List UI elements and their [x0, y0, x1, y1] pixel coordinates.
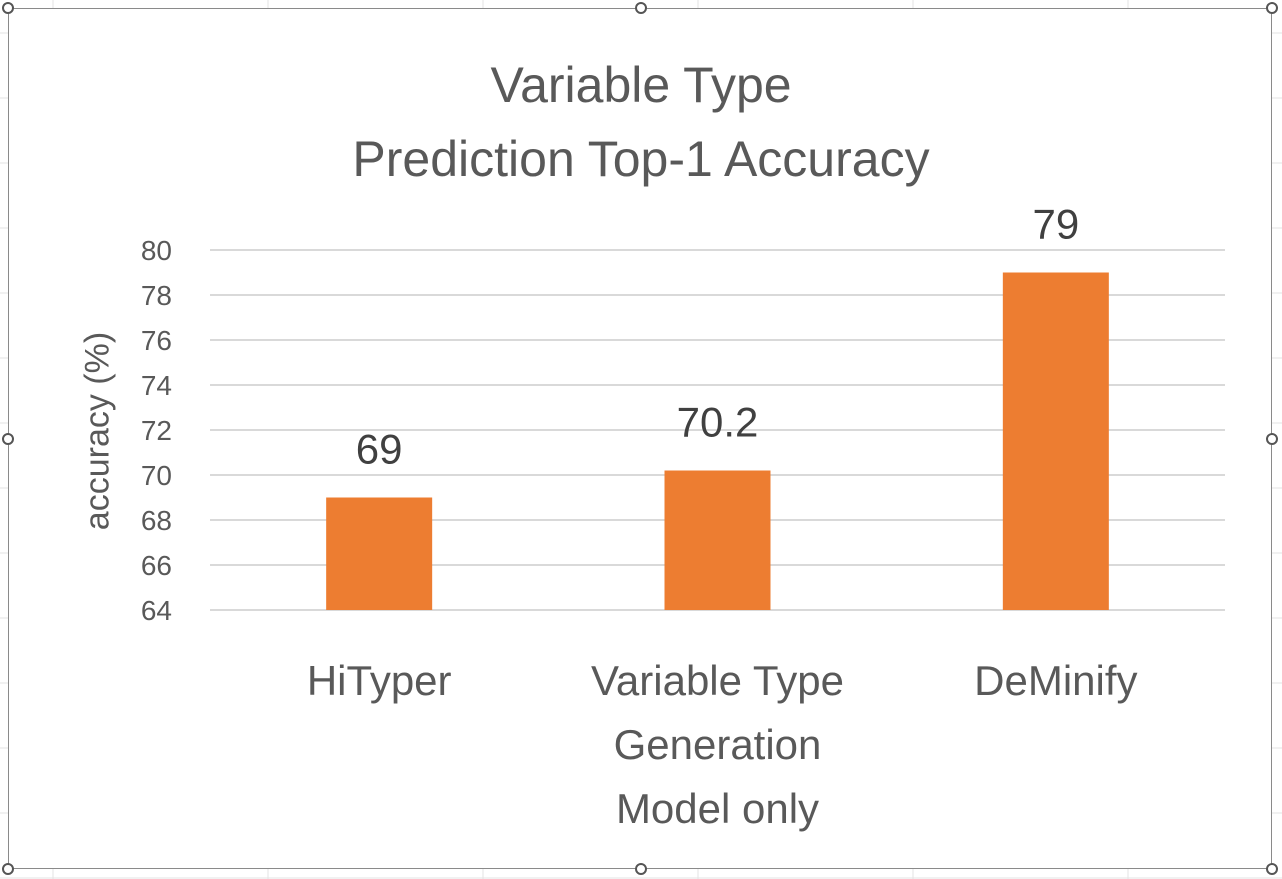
- x-category-label: Model only: [616, 785, 819, 832]
- y-tick-label: 70: [141, 460, 172, 491]
- resize-handle-bottom-left[interactable]: [2, 863, 14, 875]
- y-tick-label: 78: [141, 280, 172, 311]
- resize-handle-middle-left[interactable]: [2, 433, 14, 445]
- chart-title: Variable Type Prediction Top-1 Accuracy: [0, 48, 1282, 196]
- resize-handle-bottom-right[interactable]: [1266, 863, 1278, 875]
- x-category-label: Generation: [614, 721, 822, 768]
- y-tick-label: 68: [141, 505, 172, 536]
- y-tick-label: 74: [141, 370, 172, 401]
- bar[interactable]: [1002, 272, 1109, 611]
- resize-handle-bottom-center[interactable]: [635, 863, 647, 875]
- y-tick-label: 80: [141, 235, 172, 266]
- chart-title-line-2: Prediction Top-1 Accuracy: [352, 131, 930, 187]
- bar[interactable]: [664, 470, 771, 611]
- x-category-label: Variable Type: [591, 657, 844, 704]
- x-category-label: DeMinify: [974, 657, 1137, 704]
- y-tick-label: 76: [141, 325, 172, 356]
- bar[interactable]: [326, 497, 433, 611]
- data-label: 79: [1032, 201, 1079, 248]
- y-tick-label: 72: [141, 415, 172, 446]
- x-category-label: HiTyper: [307, 657, 452, 704]
- data-label: 70.2: [677, 399, 759, 446]
- resize-handle-top-center[interactable]: [635, 2, 647, 14]
- data-label: 69: [356, 426, 403, 473]
- resize-handle-middle-right[interactable]: [1266, 433, 1278, 445]
- chart-title-line-1: Variable Type: [490, 57, 792, 113]
- y-tick-label: 66: [141, 550, 172, 581]
- resize-handle-top-left[interactable]: [2, 2, 14, 14]
- resize-handle-top-right[interactable]: [1266, 2, 1278, 14]
- y-tick-label: 64: [141, 595, 172, 626]
